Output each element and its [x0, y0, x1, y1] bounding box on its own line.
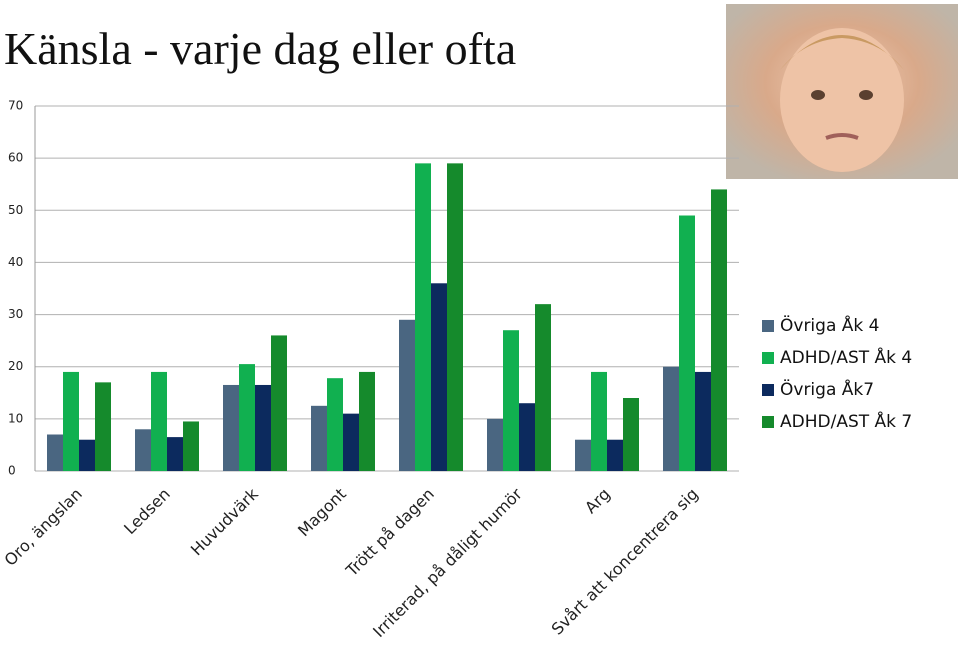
x-tick-label: Ledsen	[120, 484, 174, 538]
bar	[183, 421, 199, 471]
bar	[151, 371, 167, 471]
bar	[167, 437, 183, 471]
bar	[79, 439, 95, 471]
x-tick-label: Svårt att koncentrera sig	[548, 484, 702, 638]
legend-swatch	[762, 384, 774, 396]
x-tick-label: Trött på dagen	[342, 484, 438, 580]
y-tick-label: 10	[8, 411, 23, 425]
bar	[503, 330, 519, 471]
bar	[431, 283, 447, 471]
bar	[47, 434, 63, 471]
bar	[63, 371, 79, 471]
x-tick-label: Arg	[581, 484, 614, 517]
bar	[271, 335, 287, 471]
bar	[327, 378, 343, 471]
legend-label: ADHD/AST Åk 7	[780, 410, 912, 432]
bar	[447, 163, 463, 471]
legend-swatch	[762, 416, 774, 428]
bar	[135, 429, 151, 471]
bar	[607, 439, 623, 471]
legend-label: ADHD/AST Åk 4	[780, 346, 912, 368]
y-tick-label: 0	[8, 464, 16, 478]
bar	[399, 319, 415, 471]
bar	[575, 439, 591, 471]
bar	[311, 405, 327, 471]
x-tick-label: Magont	[294, 484, 350, 540]
y-tick-label: 70	[8, 99, 23, 113]
bar	[359, 371, 375, 471]
chart-title: Känsla - varje dag eller ofta	[4, 23, 516, 74]
bar	[679, 215, 695, 471]
bar	[415, 163, 431, 471]
legend-label: Övriga Åk7	[780, 378, 874, 400]
y-tick-label: 60	[8, 151, 23, 165]
bar	[239, 364, 255, 471]
y-tick-label: 40	[8, 255, 23, 269]
legend-label: Övriga Åk 4	[780, 314, 879, 336]
bar	[519, 403, 535, 471]
x-tick-label: Huvudvärk	[187, 484, 263, 560]
y-tick-label: 50	[8, 203, 23, 217]
bar	[711, 189, 727, 471]
x-tick-label: Irriterad, på dåligt humör	[369, 484, 526, 641]
bar	[535, 304, 551, 471]
bar	[487, 418, 503, 471]
bar	[591, 371, 607, 471]
bar	[95, 382, 111, 471]
photo	[726, 4, 958, 179]
legend-swatch	[762, 352, 774, 364]
y-tick-label: 30	[8, 307, 23, 321]
bar	[623, 398, 639, 471]
bar	[695, 371, 711, 471]
bar	[223, 384, 239, 471]
bar	[255, 384, 271, 471]
legend-swatch	[762, 320, 774, 332]
bar	[663, 366, 679, 471]
y-tick-label: 20	[8, 359, 23, 373]
x-tick-label: Oro, ängslan	[1, 484, 86, 569]
bar	[343, 413, 359, 471]
